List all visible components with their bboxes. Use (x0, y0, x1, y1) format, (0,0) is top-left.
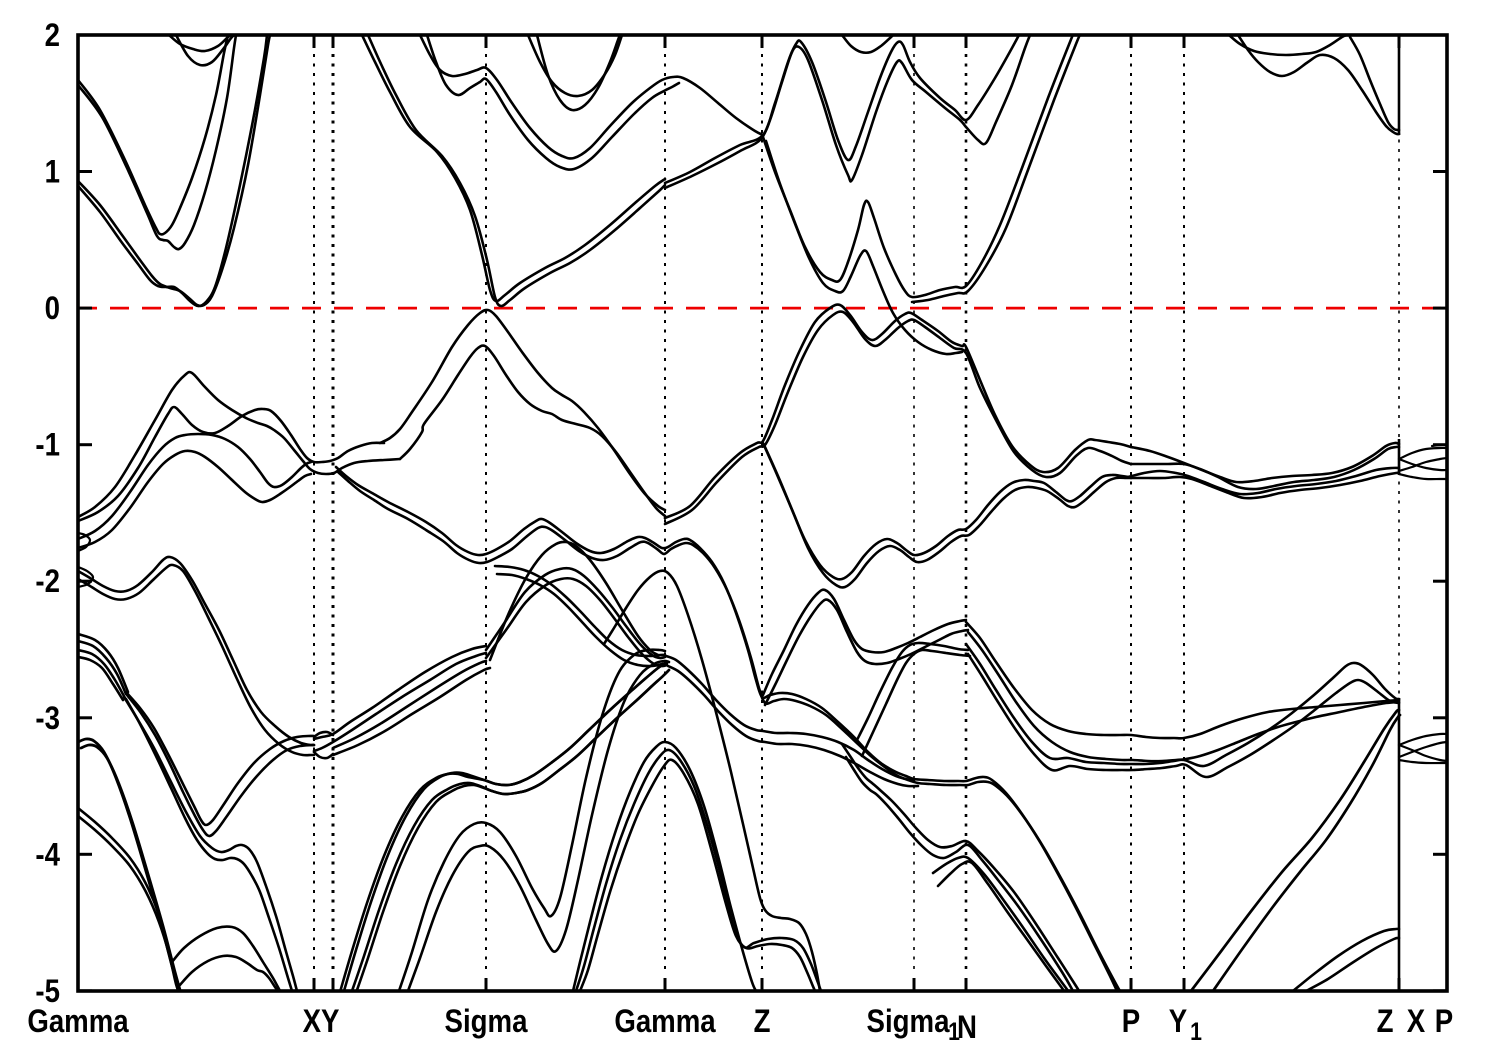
svg-text:Sigma: Sigma (867, 1004, 950, 1040)
svg-text:Z: Z (1377, 1004, 1394, 1040)
svg-text:1: 1 (45, 155, 60, 191)
svg-text:Z: Z (754, 1004, 771, 1040)
svg-text:N: N (957, 1010, 977, 1046)
svg-text:Sigma: Sigma (445, 1004, 528, 1040)
svg-text:-5: -5 (35, 974, 60, 1010)
svg-text:-1: -1 (35, 428, 60, 464)
svg-text:-3: -3 (35, 701, 60, 737)
svg-text:P: P (1122, 1004, 1140, 1040)
svg-text:XY: XY (303, 1004, 340, 1040)
svg-text:2: 2 (45, 18, 60, 54)
svg-text:0: 0 (45, 291, 60, 327)
svg-text:-2: -2 (35, 564, 60, 600)
svg-text:Y: Y (1169, 1004, 1187, 1040)
svg-text:-4: -4 (35, 837, 60, 873)
svg-text:X: X (1407, 1004, 1425, 1040)
svg-text:1: 1 (948, 1017, 960, 1045)
svg-text:P: P (1435, 1004, 1453, 1040)
svg-text:Gamma: Gamma (614, 1004, 716, 1040)
svg-text:1: 1 (1190, 1017, 1202, 1045)
svg-text:Gamma: Gamma (27, 1004, 129, 1040)
